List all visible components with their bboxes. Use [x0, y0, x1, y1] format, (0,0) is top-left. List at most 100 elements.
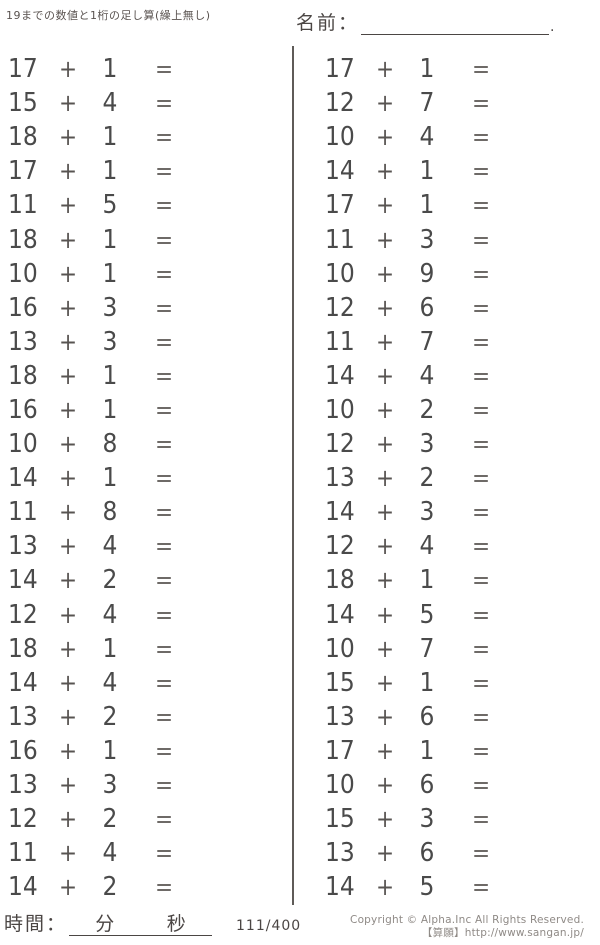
problem-row: 10 + 2 =	[325, 393, 551, 427]
addend-1: 11	[325, 326, 355, 357]
minutes-label: 分	[95, 913, 115, 935]
addend-1: 10	[8, 429, 38, 460]
problem-row: 13 + 2 =	[325, 461, 551, 495]
problem-row: 14 + 4 =	[325, 359, 551, 393]
addend-2: 2	[419, 394, 435, 425]
equals-sign: =	[154, 771, 174, 800]
plus-operator: +	[58, 634, 78, 663]
plus-operator: +	[58, 259, 78, 288]
addend-2: 4	[102, 531, 118, 562]
plus-operator: +	[375, 191, 395, 220]
copyright: Copyright © Alpha.Inc All Rights Reserve…	[350, 914, 584, 939]
plus-operator: +	[58, 839, 78, 868]
addend-2: 6	[419, 292, 435, 323]
addend-1: 16	[8, 394, 38, 425]
equals-sign: =	[471, 225, 491, 254]
addend-1: 14	[325, 156, 355, 187]
addend-2: 7	[419, 633, 435, 664]
worksheet-title: 19までの数値と1桁の足し算(繰上無し)	[6, 9, 211, 22]
equals-sign: =	[471, 498, 491, 527]
equals-sign: =	[154, 395, 174, 424]
addend-2: 3	[102, 770, 118, 801]
addend-1: 12	[8, 599, 38, 630]
equals-sign: =	[471, 259, 491, 288]
problem-row: 13 + 6 =	[325, 700, 551, 734]
equals-sign: =	[154, 566, 174, 595]
addend-1: 15	[8, 88, 38, 119]
addend-1: 12	[325, 531, 355, 562]
equals-sign: =	[471, 771, 491, 800]
problems-column-right: 17 + 1 = 12 + 7 = 10 + 4 = 14 + 1 = 17 +…	[325, 52, 551, 904]
plus-operator: +	[375, 532, 395, 561]
plus-operator: +	[375, 293, 395, 322]
addend-2: 2	[419, 463, 435, 494]
addend-1: 16	[8, 292, 38, 323]
addend-2: 6	[419, 770, 435, 801]
equals-sign: =	[154, 702, 174, 731]
equals-sign: =	[471, 873, 491, 902]
addend-2: 1	[102, 258, 118, 289]
addend-1: 10	[325, 633, 355, 664]
addend-2: 1	[102, 122, 118, 153]
addend-1: 14	[8, 667, 38, 698]
plus-operator: +	[375, 157, 395, 186]
problem-row: 17 + 1 =	[8, 52, 234, 86]
addend-2: 4	[102, 838, 118, 869]
addend-2: 5	[102, 190, 118, 221]
plus-operator: +	[375, 361, 395, 390]
problem-row: 14 + 1 =	[325, 154, 551, 188]
plus-operator: +	[375, 771, 395, 800]
equals-sign: =	[154, 498, 174, 527]
problem-row: 17 + 1 =	[325, 188, 551, 222]
addend-2: 1	[419, 54, 435, 85]
plus-operator: +	[58, 225, 78, 254]
addend-2: 1	[102, 394, 118, 425]
name-blank-line	[361, 9, 550, 35]
plus-operator: +	[375, 668, 395, 697]
equals-sign: =	[154, 668, 174, 697]
equals-sign: =	[154, 89, 174, 118]
plus-operator: +	[375, 805, 395, 834]
plus-operator: +	[58, 293, 78, 322]
addend-1: 13	[325, 701, 355, 732]
plus-operator: +	[58, 361, 78, 390]
problem-row: 10 + 9 =	[325, 257, 551, 291]
equals-sign: =	[471, 430, 491, 459]
plus-operator: +	[375, 327, 395, 356]
addend-2: 6	[419, 838, 435, 869]
plus-operator: +	[375, 634, 395, 663]
plus-operator: +	[375, 873, 395, 902]
problem-row: 14 + 2 =	[8, 563, 234, 597]
equals-sign: =	[471, 293, 491, 322]
plus-operator: +	[58, 805, 78, 834]
addend-1: 17	[325, 735, 355, 766]
addend-2: 4	[102, 667, 118, 698]
addend-1: 14	[325, 497, 355, 528]
equals-sign: =	[154, 464, 174, 493]
plus-operator: +	[58, 157, 78, 186]
addend-1: 13	[8, 326, 38, 357]
problem-row: 14 + 4 =	[8, 666, 234, 700]
addend-2: 4	[102, 599, 118, 630]
equals-sign: =	[471, 361, 491, 390]
plus-operator: +	[58, 600, 78, 629]
equals-sign: =	[154, 430, 174, 459]
addend-1: 18	[8, 224, 38, 255]
addend-2: 2	[102, 804, 118, 835]
problem-row: 14 + 2 =	[8, 870, 234, 904]
plus-operator: +	[375, 464, 395, 493]
equals-sign: =	[154, 361, 174, 390]
addend-2: 4	[419, 360, 435, 391]
equals-sign: =	[471, 634, 491, 663]
problem-row: 15 + 4 =	[8, 86, 234, 120]
plus-operator: +	[375, 600, 395, 629]
addend-2: 6	[419, 701, 435, 732]
addend-1: 10	[325, 770, 355, 801]
addend-2: 5	[419, 599, 435, 630]
addend-1: 12	[325, 292, 355, 323]
equals-sign: =	[154, 55, 174, 84]
equals-sign: =	[471, 805, 491, 834]
addend-2: 3	[419, 804, 435, 835]
addend-1: 11	[8, 190, 38, 221]
